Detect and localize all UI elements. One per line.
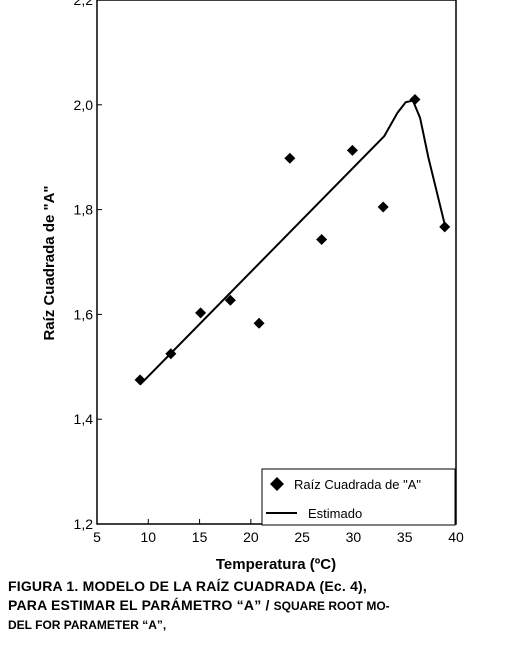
estimado-line — [139, 99, 446, 386]
caption-line-3: DEL FOR PARAMETER “A”, — [8, 618, 167, 632]
series-estimado — [139, 99, 446, 386]
legend-label-markers: Raíz Cuadrada de "A" — [294, 477, 421, 492]
data-point — [165, 348, 177, 360]
y-axis-title: Raíz Cuadrada de "A" — [41, 185, 58, 340]
y-tick-label: 1,6 — [74, 306, 94, 322]
x-tick-label: 20 — [243, 529, 259, 545]
caption-line-2: PARA ESTIMAR EL PARÁMETRO “A” / SQUARE R… — [8, 596, 514, 616]
y-tick-label: 2,0 — [74, 97, 94, 113]
data-point — [134, 374, 146, 386]
caption-english-part: SQUARE ROOT MO- — [273, 599, 390, 613]
data-point — [377, 201, 389, 213]
legend-marker-diamond-icon — [270, 477, 284, 491]
y-tick-label: 1,8 — [74, 202, 94, 218]
caption-spanish-part: PARA ESTIMAR EL PARÁMETRO “A” / — [8, 597, 274, 613]
data-point — [439, 221, 451, 233]
x-tick-label: 15 — [192, 529, 208, 545]
data-point — [409, 94, 421, 106]
plot-frame — [96, 0, 457, 525]
x-tick-label: 25 — [294, 529, 310, 545]
data-point — [253, 317, 265, 329]
legend: Raíz Cuadrada de "A" Estimado — [261, 468, 456, 526]
series-raiz-cuadrada — [134, 94, 451, 386]
y-tick-label: 1,4 — [74, 411, 94, 427]
data-point — [316, 233, 328, 245]
data-point — [346, 144, 358, 156]
caption-line-1: FIGURA 1. MODELO DE LA RAÍZ CUADRADA (Ec… — [8, 578, 368, 594]
x-axis-title: Temperatura (ºC) — [216, 556, 336, 573]
x-tick-label: 40 — [448, 529, 464, 545]
data-point — [284, 152, 296, 164]
data-point — [224, 294, 236, 306]
x-tick-label: 35 — [397, 529, 413, 545]
chart: 5 10 15 20 25 30 35 40 1,2 1,4 1,6 1,8 2,0 2,2 Temper… — [41, 0, 464, 573]
x-tick-label: 10 — [140, 529, 156, 545]
legend-label-line: Estimado — [308, 506, 362, 521]
data-point — [195, 307, 207, 319]
axis-ticks: 5 10 15 20 25 30 35 40 1,2 1,4 1,6 1,8 2,0 2,2 — [74, 0, 464, 545]
x-tick-label: 5 — [93, 529, 101, 545]
x-tick-label: 30 — [346, 529, 362, 545]
plot-area — [96, 0, 457, 525]
y-tick-label: 2,2 — [74, 0, 94, 8]
legend-box — [261, 468, 456, 526]
y-tick-label: 1,2 — [74, 516, 94, 532]
figure-caption: FIGURA 1. MODELO DE LA RAÍZ CUADRADA (Ec… — [8, 577, 514, 635]
